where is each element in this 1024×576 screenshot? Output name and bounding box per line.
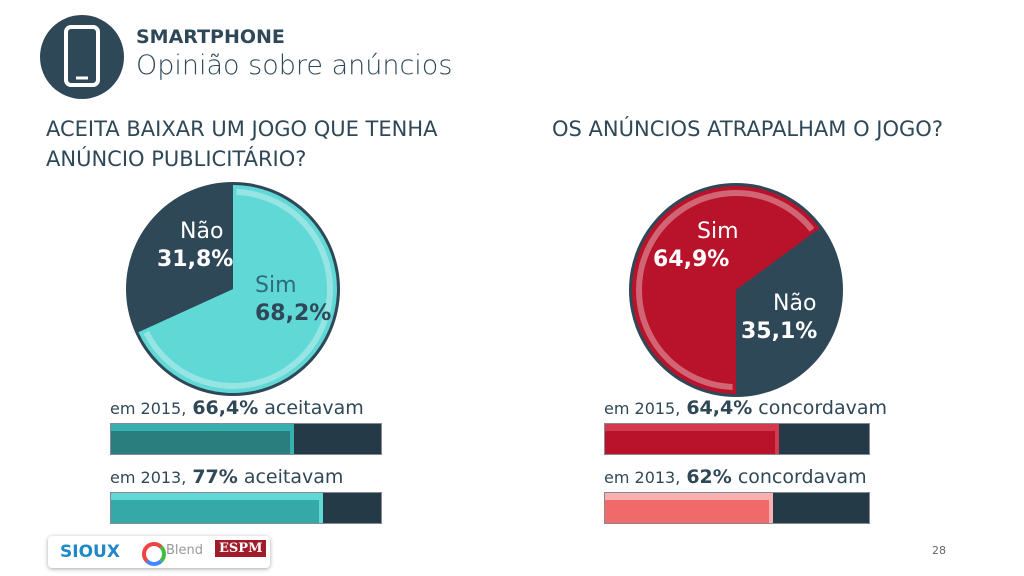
blend-logo-icon — [142, 542, 166, 566]
pie-value: 31,8% — [157, 247, 233, 272]
history-label: em 2013, 77% aceitavam — [110, 466, 343, 488]
history-bar — [604, 492, 870, 524]
pie-slice-não — [128, 185, 233, 333]
page-number: 28 — [932, 544, 946, 557]
history-bar — [110, 423, 382, 455]
pie-label: Não — [180, 219, 223, 244]
history-bar-highlight — [605, 493, 769, 500]
question-left: ACEITA BAIXAR UM JOGO QUE TENHA ANÚNCIO … — [46, 117, 438, 171]
history-suffix: concordavam — [737, 466, 867, 488]
history-year: em 2015, — [604, 399, 681, 418]
history-bar-fill — [111, 493, 323, 523]
history-suffix: concordavam — [758, 397, 888, 419]
pie-value: 68,2% — [255, 301, 331, 326]
history-bar-fill — [605, 493, 773, 523]
pie-label: Sim — [255, 273, 297, 298]
footer-logos: SIOUX Blend ESPM — [48, 536, 270, 568]
history-year: em 2013, — [604, 468, 681, 487]
section-title: SMARTPHONE — [136, 26, 285, 48]
pie-slice-highlight — [636, 190, 815, 390]
history-bar-highlight — [111, 493, 319, 500]
history-year: em 2015, — [110, 399, 187, 418]
pie-value: 35,1% — [741, 319, 817, 344]
history-bar-fill — [605, 424, 780, 454]
blend-logo: Blend — [166, 543, 204, 558]
pie-slice-sim — [138, 185, 337, 393]
history-label: em 2015, 66,4% aceitavam — [110, 397, 364, 419]
history-value: 62% — [686, 466, 732, 488]
pie-label: Sim — [697, 219, 739, 244]
history-suffix: aceitavam — [264, 397, 364, 419]
history-bar-highlight — [111, 424, 291, 431]
history-suffix: aceitavam — [243, 466, 344, 488]
page-subtitle: Opinião sobre anúncios — [136, 50, 453, 81]
sioux-logo: SIOUX — [60, 542, 120, 562]
history-value: 77% — [192, 466, 238, 488]
pie-value: 64,9% — [653, 247, 729, 272]
history-bar-highlight — [605, 424, 776, 431]
pie-slice-sim — [632, 186, 820, 394]
espm-logo: ESPM — [215, 540, 267, 557]
history-bar — [110, 492, 382, 524]
pie-slice-não — [736, 228, 841, 394]
history-bar-fill — [111, 424, 295, 454]
history-label: em 2013, 62% concordavam — [604, 466, 867, 488]
history-bar — [604, 423, 870, 455]
history-value: 66,4% — [192, 397, 259, 419]
pie-label: Não — [773, 291, 816, 316]
history-year: em 2013, — [110, 468, 187, 487]
history-value: 64,4% — [686, 397, 753, 419]
pie-slice-highlight — [143, 189, 333, 389]
history-label: em 2015, 64,4% concordavam — [604, 397, 887, 419]
smartphone-icon — [40, 15, 124, 99]
question-right: OS ANÚNCIOS ATRAPALHAM O JOGO? — [552, 117, 943, 141]
